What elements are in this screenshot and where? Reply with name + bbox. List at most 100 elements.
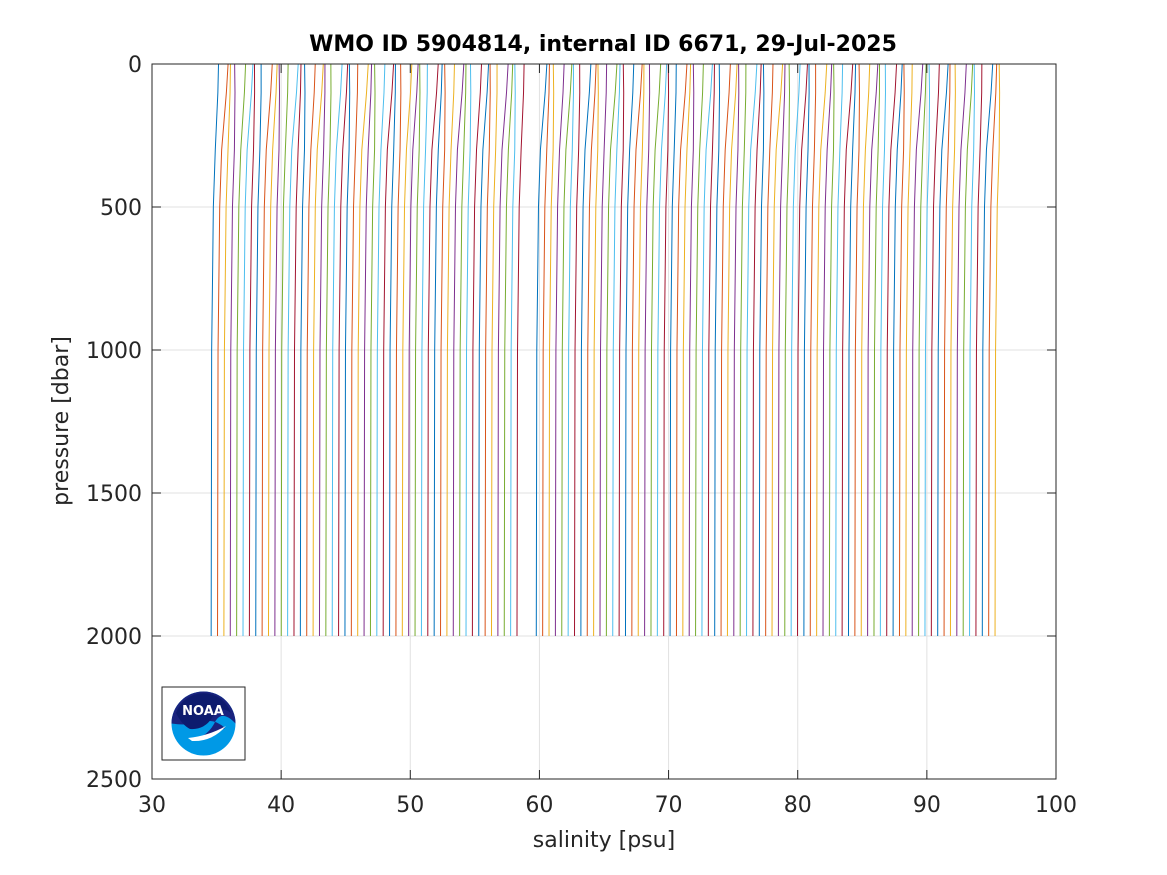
profile-line bbox=[542, 63, 550, 637]
profile-line bbox=[242, 63, 254, 637]
profile-line bbox=[663, 63, 670, 637]
profile-line bbox=[599, 63, 608, 637]
x-tick-labels: 30 40 50 60 70 80 90 100 bbox=[138, 793, 1077, 818]
profile-line bbox=[918, 63, 927, 637]
profile-line bbox=[503, 63, 514, 637]
profile-line bbox=[548, 63, 555, 637]
profile-line bbox=[280, 63, 289, 637]
profile-line bbox=[217, 63, 229, 637]
profile-line bbox=[873, 63, 880, 637]
profile-line bbox=[331, 63, 343, 637]
profile-line bbox=[427, 63, 439, 637]
y-tick-label: 1500 bbox=[86, 482, 142, 507]
profile-line bbox=[593, 63, 599, 637]
profile-line bbox=[414, 63, 421, 637]
profile-line bbox=[236, 63, 247, 637]
profile-line bbox=[969, 63, 975, 637]
profile-line bbox=[714, 63, 721, 637]
profile-line bbox=[943, 63, 951, 637]
profile-line bbox=[376, 63, 386, 637]
profile-line bbox=[382, 63, 395, 637]
profile-line bbox=[491, 63, 498, 637]
profile-line bbox=[765, 63, 774, 637]
profile-line bbox=[535, 63, 548, 637]
plot-area bbox=[152, 64, 1056, 779]
profile-line bbox=[854, 63, 860, 637]
profile-line bbox=[962, 63, 974, 637]
y-tick-label: 0 bbox=[128, 53, 142, 78]
profile-line bbox=[306, 63, 316, 637]
profile-line bbox=[516, 63, 525, 637]
profile-line bbox=[299, 63, 306, 637]
profile-line bbox=[726, 63, 738, 637]
axis-ticks bbox=[151, 63, 1057, 780]
profile-line bbox=[803, 63, 810, 637]
profile-line bbox=[267, 63, 278, 637]
profile-line bbox=[797, 63, 808, 637]
profile-line bbox=[631, 63, 643, 637]
profile-line bbox=[223, 63, 231, 637]
profile-line bbox=[574, 63, 581, 637]
profile-line bbox=[675, 63, 688, 637]
profile-line bbox=[816, 63, 828, 637]
profile-line bbox=[433, 63, 443, 637]
profile-line bbox=[465, 63, 472, 637]
profile-line bbox=[924, 63, 931, 637]
profile-line bbox=[886, 63, 898, 637]
profile-line bbox=[784, 63, 790, 637]
profile-line bbox=[318, 63, 326, 637]
profile-line bbox=[771, 63, 784, 637]
profile-line bbox=[701, 63, 713, 637]
profile-line bbox=[688, 63, 695, 637]
logo-wordmark: NOAA bbox=[182, 704, 224, 719]
profile-line bbox=[937, 63, 949, 637]
plot-border bbox=[151, 63, 1057, 780]
profile-line bbox=[994, 63, 1001, 637]
profile-line bbox=[389, 63, 396, 637]
profile-line bbox=[248, 63, 256, 637]
profile-line bbox=[261, 63, 273, 637]
profile-line bbox=[905, 63, 913, 637]
profile-line bbox=[580, 63, 592, 637]
profile-line bbox=[344, 63, 351, 637]
x-tick-label: 70 bbox=[655, 793, 683, 818]
profile-line bbox=[656, 63, 668, 637]
y-tick-label: 1000 bbox=[86, 339, 142, 364]
profile-line bbox=[860, 63, 871, 637]
profile-line bbox=[363, 63, 373, 637]
profile-line bbox=[624, 63, 635, 637]
profile-line bbox=[618, 63, 625, 637]
profile-line bbox=[229, 63, 236, 637]
profile-line bbox=[695, 63, 704, 637]
x-tick-label: 60 bbox=[525, 793, 553, 818]
profile-line bbox=[357, 63, 369, 637]
profile-line bbox=[408, 63, 419, 637]
profile-line bbox=[287, 63, 299, 637]
y-tick-label: 2000 bbox=[86, 625, 142, 650]
profile-line bbox=[898, 63, 905, 637]
chart-title: WMO ID 5904814, internal ID 6671, 29-Jul… bbox=[309, 32, 897, 57]
logo-gull bbox=[188, 726, 226, 742]
profile-line bbox=[879, 63, 886, 637]
profile-line bbox=[612, 63, 621, 637]
profile-line bbox=[949, 63, 956, 637]
profile-line bbox=[274, 63, 281, 637]
profile-line bbox=[478, 63, 490, 637]
profile-line bbox=[350, 63, 359, 637]
profile-line bbox=[739, 63, 747, 637]
profile-line bbox=[471, 63, 483, 637]
profile-line bbox=[758, 63, 765, 637]
profile-line bbox=[567, 63, 574, 637]
profile-line bbox=[325, 63, 332, 637]
y-tick-labels: 0 500 1000 1500 2000 2500 bbox=[86, 53, 142, 793]
profile-line bbox=[956, 63, 967, 637]
y-tick-label: 500 bbox=[100, 196, 142, 221]
profile-line bbox=[510, 63, 516, 637]
profile-line bbox=[369, 63, 376, 637]
x-tick-label: 30 bbox=[138, 793, 166, 818]
y-axis-label: pressure [dbar] bbox=[49, 336, 74, 506]
profile-line bbox=[809, 63, 817, 637]
profile-line bbox=[586, 63, 597, 637]
profile-line bbox=[930, 63, 940, 637]
